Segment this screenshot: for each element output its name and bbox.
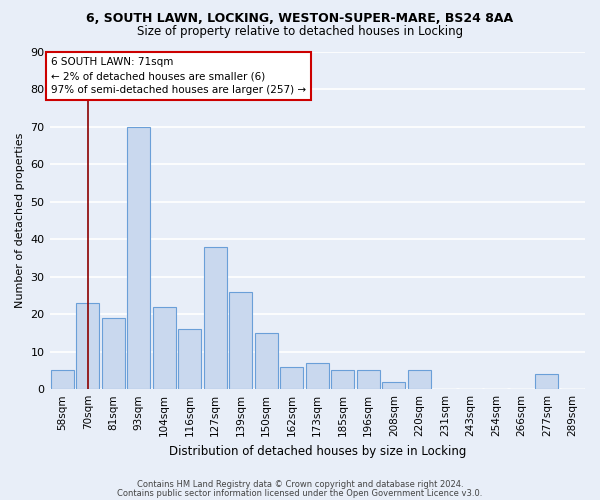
- Bar: [357, 370, 380, 389]
- Bar: [331, 370, 354, 389]
- Bar: [382, 382, 405, 389]
- Text: Size of property relative to detached houses in Locking: Size of property relative to detached ho…: [137, 25, 463, 38]
- Bar: [178, 329, 201, 389]
- Bar: [408, 370, 431, 389]
- Bar: [306, 363, 329, 389]
- Text: 6, SOUTH LAWN, LOCKING, WESTON-SUPER-MARE, BS24 8AA: 6, SOUTH LAWN, LOCKING, WESTON-SUPER-MAR…: [86, 12, 514, 24]
- Bar: [51, 370, 74, 389]
- Text: Contains public sector information licensed under the Open Government Licence v3: Contains public sector information licen…: [118, 488, 482, 498]
- Bar: [153, 306, 176, 389]
- Bar: [204, 246, 227, 389]
- Text: Contains HM Land Registry data © Crown copyright and database right 2024.: Contains HM Land Registry data © Crown c…: [137, 480, 463, 489]
- Y-axis label: Number of detached properties: Number of detached properties: [15, 132, 25, 308]
- Bar: [280, 366, 303, 389]
- Bar: [102, 318, 125, 389]
- Bar: [76, 303, 99, 389]
- Bar: [255, 333, 278, 389]
- Bar: [229, 292, 252, 389]
- Text: 6 SOUTH LAWN: 71sqm
← 2% of detached houses are smaller (6)
97% of semi-detached: 6 SOUTH LAWN: 71sqm ← 2% of detached hou…: [51, 57, 306, 95]
- Bar: [127, 126, 150, 389]
- Bar: [535, 374, 558, 389]
- X-axis label: Distribution of detached houses by size in Locking: Distribution of detached houses by size …: [169, 444, 466, 458]
